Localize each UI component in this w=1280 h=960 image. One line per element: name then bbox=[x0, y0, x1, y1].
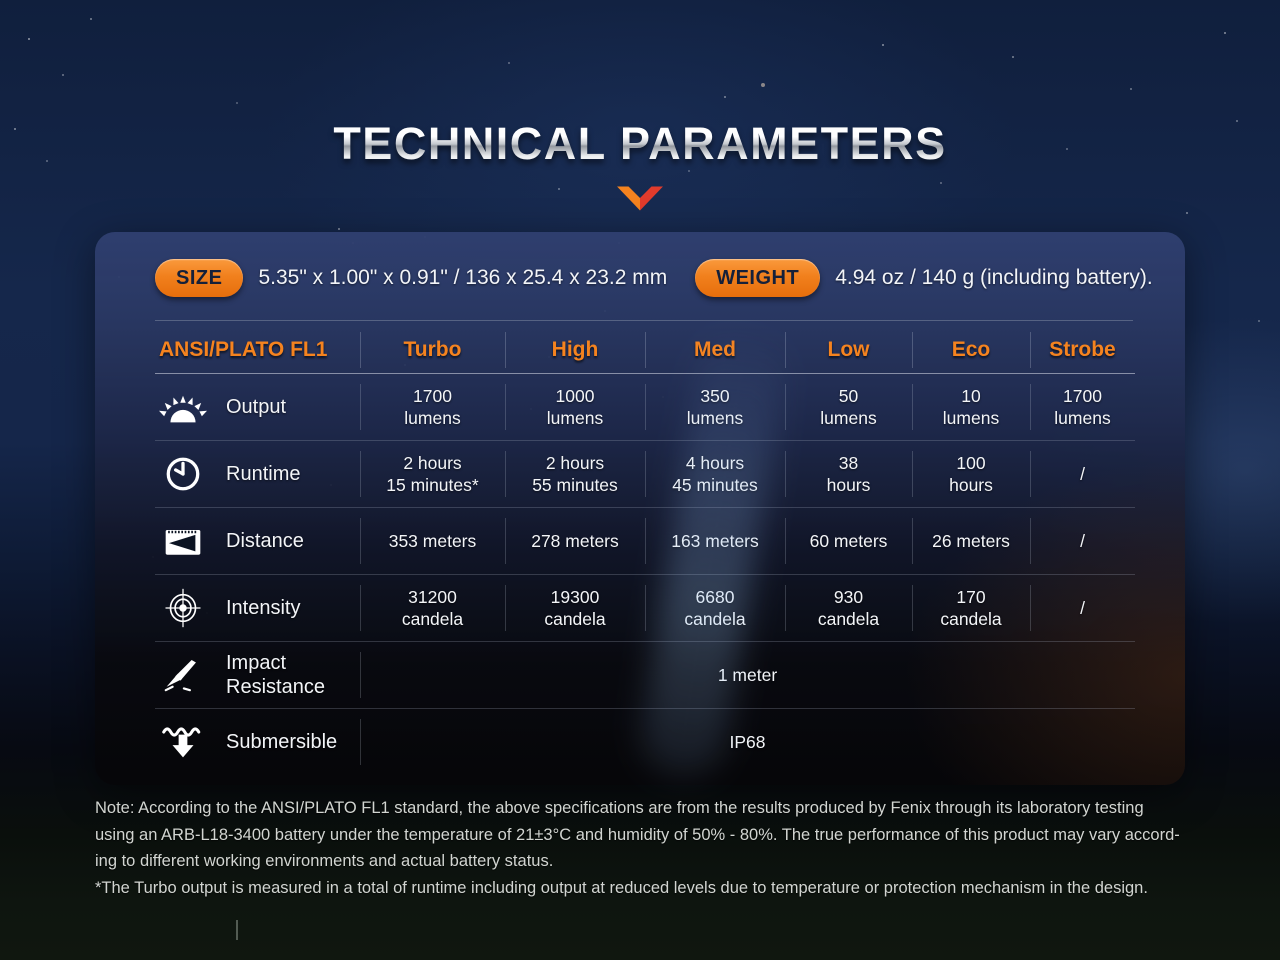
size-badge: SIZE bbox=[155, 259, 244, 297]
spec-cell: / bbox=[1030, 597, 1135, 619]
note-line: *The Turbo output is measured in a total… bbox=[95, 878, 1148, 897]
row-label-intensity: Intensity bbox=[155, 588, 360, 628]
header-turbo: Turbo bbox=[360, 338, 505, 362]
header-med: Med bbox=[645, 338, 785, 362]
row-label-text: Impact Resistance bbox=[226, 652, 325, 698]
note-line: using an ARB-L18-3400 battery under the … bbox=[95, 825, 1180, 844]
row-label-text: Submersible bbox=[226, 731, 338, 753]
impact-arrow-icon bbox=[155, 658, 211, 693]
row-label-impact: Impact Resistance bbox=[155, 651, 360, 699]
header-high: High bbox=[505, 338, 645, 362]
chevron-down-icon bbox=[616, 183, 664, 215]
spec-cell: 100 hours bbox=[912, 452, 1030, 496]
row-label-text: Distance bbox=[226, 530, 304, 552]
divider bbox=[155, 320, 1133, 321]
note-block: Note: According to the ANSI/PLATO FL1 st… bbox=[95, 795, 1235, 901]
note-line: Note: According to the ANSI/PLATO FL1 st… bbox=[95, 799, 1144, 817]
spec-cell: 1700 lumens bbox=[360, 385, 505, 429]
spec-cell: 1000 lumens bbox=[505, 385, 645, 429]
submersible-water-icon bbox=[155, 724, 211, 761]
spec-cell: 38 hours bbox=[785, 452, 912, 496]
spec-panel: SIZE 5.35" x 1.00" x 0.91" / 136 x 25.4 … bbox=[95, 232, 1185, 785]
weight-value: 4.94 oz / 140 g (including battery). bbox=[835, 266, 1153, 289]
header-eco: Eco bbox=[912, 338, 1030, 362]
row-label-text: Runtime bbox=[226, 463, 301, 485]
runtime-clock-icon bbox=[155, 456, 211, 492]
spec-cell: 26 meters bbox=[912, 530, 1030, 552]
spec-cell: 278 meters bbox=[505, 530, 645, 552]
page-title: TECHNICAL PARAMETERS bbox=[0, 118, 1280, 170]
weight-badge: WEIGHT bbox=[695, 259, 821, 297]
header-strobe: Strobe bbox=[1030, 338, 1135, 362]
table-row-runtime: Runtime 2 hours 15 minutes* 2 hours 55 m… bbox=[155, 441, 1135, 508]
spec-cell: 930 candela bbox=[785, 586, 912, 630]
spec-cell: 31200 candela bbox=[360, 586, 505, 630]
spec-table: ANSI/PLATO FL1 Turbo High Med Low Eco St… bbox=[155, 327, 1135, 775]
table-row-impact-resistance: Impact Resistance 1 meter bbox=[155, 642, 1135, 709]
row-label-output: Output bbox=[155, 391, 360, 424]
table-header-row: ANSI/PLATO FL1 Turbo High Med Low Eco St… bbox=[155, 327, 1135, 374]
header-low: Low bbox=[785, 338, 912, 362]
spec-cell: 350 lumens bbox=[645, 385, 785, 429]
size-value: 5.35" x 1.00" x 0.91" / 136 x 25.4 x 23.… bbox=[258, 266, 668, 289]
table-row-submersible: Submersible IP68 bbox=[155, 709, 1135, 775]
table-row-distance: Distance 353 meters 278 meters 163 meter… bbox=[155, 508, 1135, 575]
spec-cell: 170 candela bbox=[912, 586, 1030, 630]
spec-cell: 2 hours 55 minutes bbox=[505, 452, 645, 496]
distance-beam-icon bbox=[155, 525, 211, 558]
output-sun-icon bbox=[155, 391, 211, 424]
header-standard: ANSI/PLATO FL1 bbox=[159, 338, 328, 361]
spec-cell: 2 hours 15 minutes* bbox=[360, 452, 505, 496]
row-label-runtime: Runtime bbox=[155, 456, 360, 492]
row-label-submersible: Submersible bbox=[155, 724, 360, 761]
row-label-text: Intensity bbox=[226, 597, 301, 619]
spec-cell: 60 meters bbox=[785, 530, 912, 552]
spec-cell: 163 meters bbox=[645, 530, 785, 552]
spec-cell: / bbox=[1030, 463, 1135, 485]
spec-cell: 353 meters bbox=[360, 530, 505, 552]
starfield bbox=[0, 0, 2, 2]
bottom-light-streak bbox=[236, 920, 238, 940]
spec-cell: 1700 lumens bbox=[1030, 385, 1135, 429]
table-row-output: Output 1700 lumens 1000 lumens 350 lumen… bbox=[155, 374, 1135, 441]
spec-cell: 19300 candela bbox=[505, 586, 645, 630]
spec-cell-merged: 1 meter bbox=[360, 664, 1135, 686]
row-label-distance: Distance bbox=[155, 525, 360, 558]
spec-cell: 6680 candela bbox=[645, 586, 785, 630]
spec-cell: 10 lumens bbox=[912, 385, 1030, 429]
spec-cell: 50 lumens bbox=[785, 385, 912, 429]
spec-cell: / bbox=[1030, 530, 1135, 552]
intensity-target-icon bbox=[155, 588, 211, 628]
spec-cell-merged: IP68 bbox=[360, 731, 1135, 753]
note-line: ing to different working environments an… bbox=[95, 852, 554, 870]
dimensions-row: SIZE 5.35" x 1.00" x 0.91" / 136 x 25.4 … bbox=[95, 232, 1185, 297]
row-label-text: Output bbox=[226, 396, 287, 418]
spec-cell: 4 hours 45 minutes bbox=[645, 452, 785, 496]
table-row-intensity: Intensity 31200 candela 19300 candela 66… bbox=[155, 575, 1135, 642]
